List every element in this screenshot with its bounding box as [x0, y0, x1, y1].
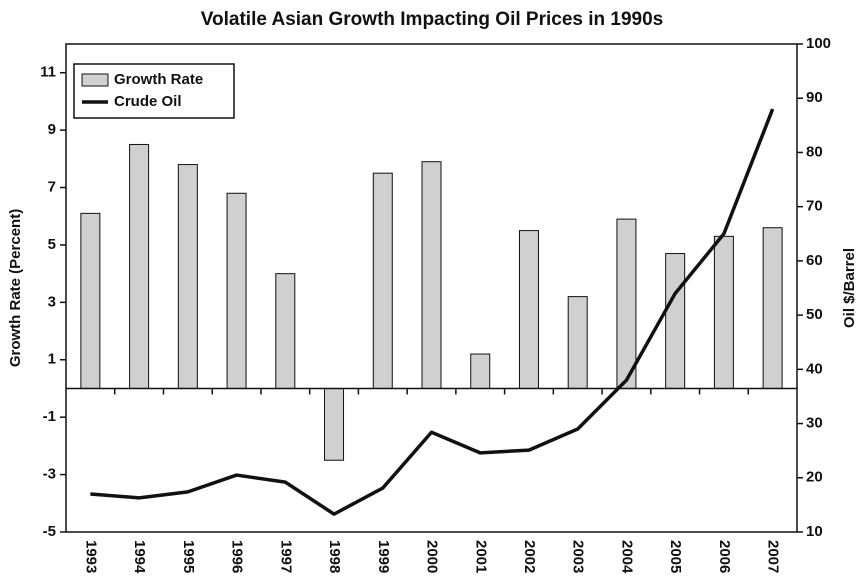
bar [421, 161, 442, 389]
line [90, 108, 775, 516]
y-tick-label: -3 [43, 466, 56, 483]
y2-tick-label: 40 [806, 360, 823, 377]
x-tick-label: 2003 [570, 540, 587, 573]
bar [470, 353, 491, 389]
y-tick-label: -5 [43, 523, 56, 540]
legend-swatch [81, 73, 109, 87]
y-tick-label: 7 [48, 178, 56, 195]
x-tick-label: 2004 [618, 540, 635, 574]
x-tick-label: 1999 [375, 540, 392, 573]
y-axis-title: Growth Rate (Percent) [7, 209, 24, 367]
chart-title: Volatile Asian Growth Impacting Oil Pric… [201, 9, 663, 30]
bar [713, 235, 734, 389]
y2-tick-label: 80 [806, 143, 823, 160]
bar [665, 253, 686, 389]
x-tick-label: 2005 [667, 540, 684, 573]
x-tick-label: 2006 [716, 540, 733, 573]
y2-tick-label: 100 [806, 35, 831, 52]
y-tick-label: 9 [48, 121, 56, 138]
bar [567, 296, 588, 389]
y-tick-label: 11 [40, 64, 56, 81]
bar [226, 192, 247, 389]
bar [275, 273, 296, 389]
bar [177, 164, 198, 389]
x-tick-label: 2002 [521, 540, 538, 573]
bar [518, 230, 539, 389]
bar [372, 172, 393, 389]
x-tick-label: 1993 [82, 540, 99, 573]
bar [129, 143, 150, 389]
bar [762, 227, 783, 389]
x-tick-label: 1995 [180, 540, 197, 573]
plot-frame [65, 43, 798, 533]
x-tick-label: 1997 [277, 540, 294, 573]
x-tick-label: 1998 [326, 540, 343, 573]
y2-tick-label: 20 [806, 469, 823, 486]
bar [324, 387, 345, 461]
y2-tick-label: 60 [806, 252, 823, 269]
y2-axis-title: Oil $/Barrel [841, 248, 858, 328]
legend-box [73, 63, 235, 119]
y2-tick-label: 10 [806, 523, 823, 540]
bar [80, 212, 101, 389]
x-tick-label: 1996 [229, 540, 246, 573]
x-tick-label: 2000 [424, 540, 441, 573]
y-tick-label: 3 [48, 293, 56, 310]
y-tick-label: -1 [43, 408, 56, 425]
y2-tick-label: 90 [806, 89, 823, 106]
legend-label: Growth Rate [114, 71, 203, 88]
y2-tick-label: 50 [806, 306, 823, 323]
x-tick-label: 2007 [765, 540, 782, 573]
x-tick-label: 2001 [472, 540, 489, 573]
x-tick-label: 1994 [131, 540, 148, 574]
y-tick-label: 5 [48, 236, 56, 253]
y2-tick-label: 30 [806, 415, 823, 432]
y-tick-label: 1 [48, 351, 56, 368]
legend-label: Crude Oil [114, 93, 182, 110]
bar [616, 218, 637, 389]
y2-tick-label: 70 [806, 198, 823, 215]
